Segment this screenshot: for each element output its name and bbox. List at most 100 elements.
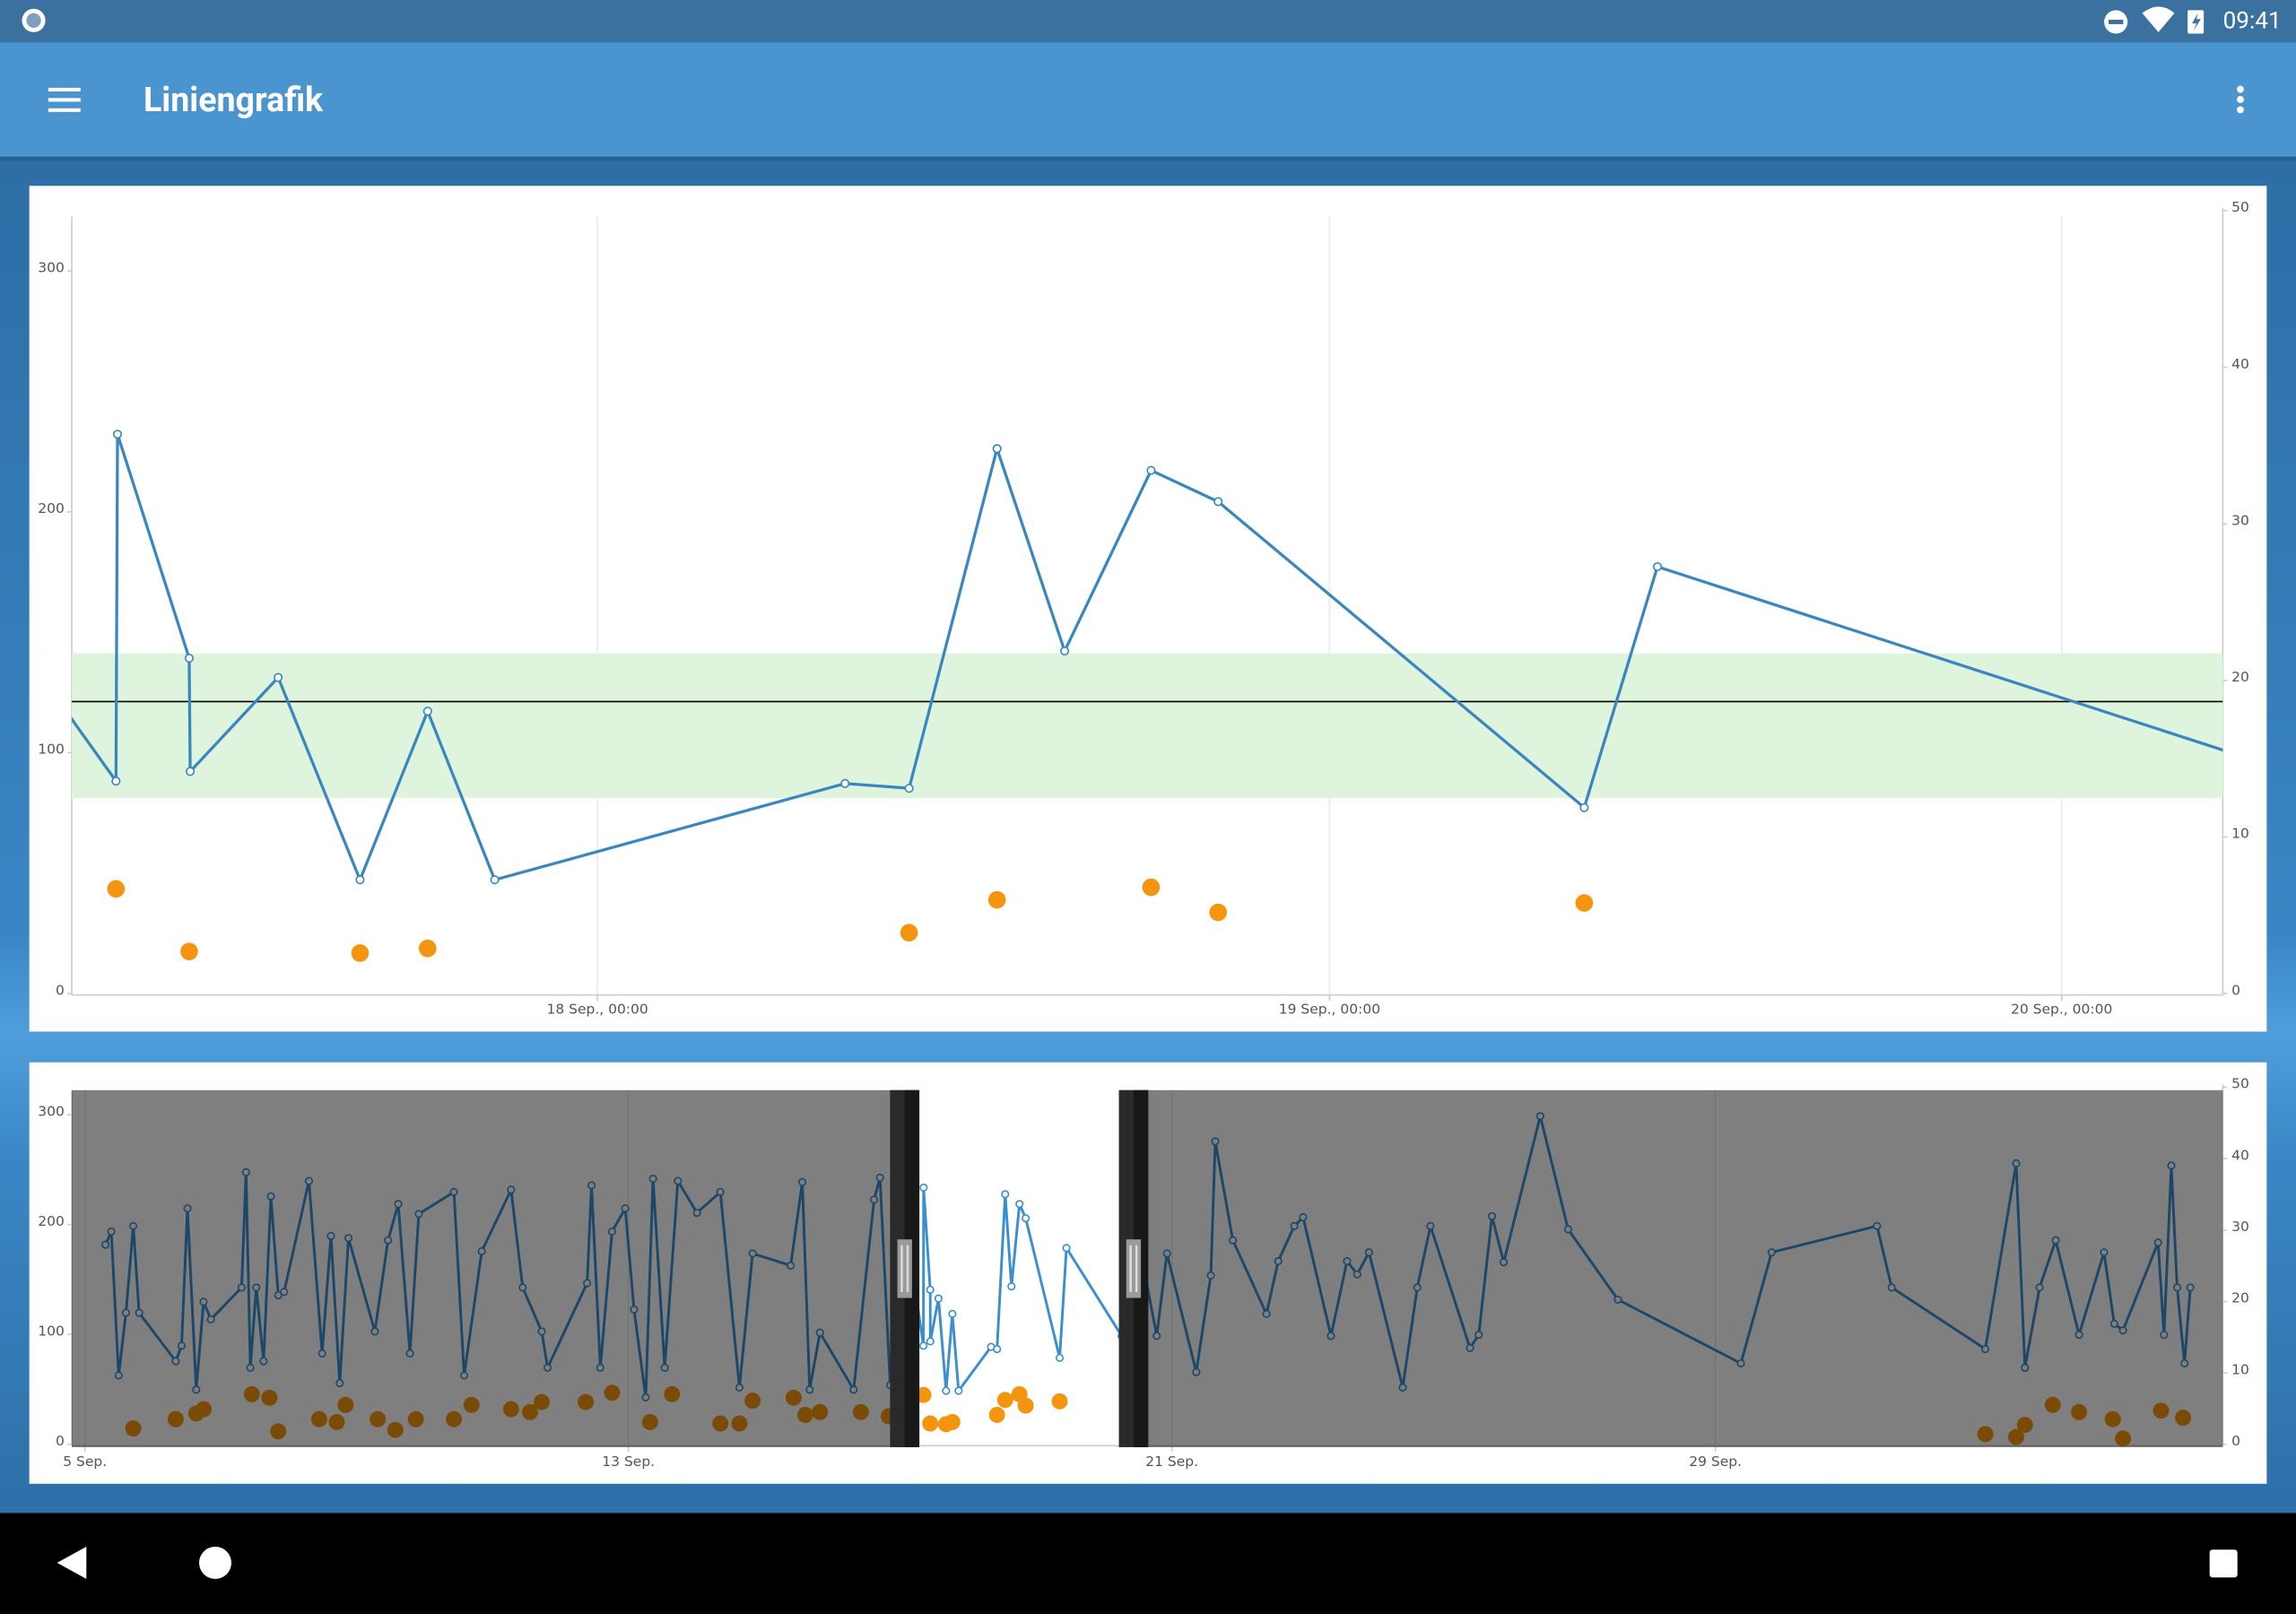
y2-tick-label: 40 [2231, 1147, 2249, 1163]
navigator-mask [1118, 1089, 2223, 1447]
line-marker [1652, 561, 1663, 572]
app-bar [0, 42, 2296, 157]
line-marker [926, 1337, 935, 1346]
scatter-dot [996, 1392, 1013, 1409]
line-marker [919, 1183, 928, 1192]
line-marker [993, 1344, 1002, 1354]
line-marker [992, 444, 1002, 454]
line-marker [112, 430, 123, 439]
scatter-dot [987, 890, 1006, 909]
battery-bolt [2192, 13, 2201, 31]
line-marker [1062, 1244, 1071, 1253]
y-tick-label: 0 [56, 982, 65, 998]
wifi-icon [2142, 6, 2175, 32]
recents-button[interactable] [2209, 1549, 2238, 1578]
chart: 5 Sep. 13 Sep. 21 Sep. 29 Sep. 0 100 200 300 0 10… [38, 1076, 2249, 1470]
menu-line [48, 98, 81, 102]
home-button[interactable] [199, 1546, 231, 1579]
line-marker [1055, 1353, 1065, 1362]
y2-tick-label: 10 [2231, 1361, 2249, 1377]
line-marker [1022, 1214, 1031, 1223]
x-tick-label: 20 Sep., 00:00 [2011, 1002, 2112, 1018]
line-marker [184, 654, 195, 664]
navigator-handle[interactable] [890, 1089, 920, 1447]
navigation-bar [0, 1513, 2296, 1614]
target-band [72, 653, 2223, 798]
series-line [72, 432, 2223, 881]
scatter-dot [107, 880, 126, 898]
line-marker [948, 1309, 957, 1318]
line-marker [186, 767, 196, 777]
x-tick-label: 21 Sep. [1145, 1453, 1198, 1470]
x-tick-label: 29 Sep. [1689, 1453, 1742, 1470]
overflow-menu[interactable] [2237, 85, 2244, 114]
scatter-dot [351, 944, 370, 962]
scatter-dot [1575, 894, 1594, 912]
x-tick-label: 5 Sep. [63, 1453, 107, 1470]
y2-tick-label: 0 [2231, 1433, 2240, 1449]
handle-grip [897, 1239, 912, 1298]
clock: 09:41 [2223, 7, 2282, 34]
scatter-dot [915, 1386, 932, 1403]
scatter-dot [900, 924, 918, 941]
charts: 18 Sep., 00:00 19 Sep., 00:00 20 Sep., 00:… [38, 199, 2249, 1470]
line-marker [274, 672, 283, 682]
y-tick-label: 300 [38, 1103, 65, 1119]
scatter-dot [1142, 878, 1161, 897]
line-marker [954, 1386, 963, 1395]
line-marker [490, 875, 500, 885]
scatter-dot [1209, 903, 1228, 922]
y2-tick-label: 10 [2231, 826, 2249, 842]
line-marker [904, 784, 914, 794]
app-bar-shadow [0, 156, 2296, 161]
y-tick-label: 200 [38, 1213, 65, 1229]
dnd-bar [2109, 20, 2124, 24]
line-marker [1146, 465, 1156, 475]
menu-line [48, 87, 81, 91]
y2-tick-label: 50 [2231, 1076, 2249, 1092]
app-title: Liniengrafik [144, 81, 324, 120]
line-marker [355, 875, 365, 885]
y-tick-label: 0 [56, 1433, 65, 1449]
line-marker [1060, 646, 1070, 656]
y2-tick-label: 50 [2231, 199, 2249, 215]
y2-tick-label: 20 [2231, 1290, 2249, 1306]
menu-button[interactable] [48, 87, 81, 112]
line-marker [840, 778, 850, 788]
x-tick-label: 19 Sep., 00:00 [1279, 1002, 1380, 1018]
y2-tick-label: 20 [2231, 669, 2249, 685]
y-tick-label: 300 [38, 259, 65, 275]
y2-tick-label: 0 [2231, 982, 2240, 998]
line-marker [934, 1294, 943, 1303]
line-marker [111, 777, 121, 786]
scatter-dot [1017, 1397, 1034, 1414]
y-tick-label: 100 [38, 1323, 65, 1339]
line-marker [1015, 1200, 1024, 1209]
line-marker [942, 1386, 951, 1395]
y2-tick-label: 30 [2231, 512, 2249, 528]
chart: 18 Sep., 00:00 19 Sep., 00:00 20 Sep., 00:… [38, 199, 2249, 1018]
navigator-handle[interactable] [1118, 1089, 1149, 1447]
back-button[interactable] [57, 1546, 87, 1579]
y2-tick-label: 40 [2231, 356, 2249, 372]
scatter-dot [1051, 1393, 1068, 1410]
line-marker [422, 707, 432, 716]
menu-dot [2237, 85, 2244, 93]
menu-dot [2237, 106, 2244, 114]
line-marker [1001, 1190, 1010, 1199]
line-marker [926, 1285, 935, 1294]
x-tick-label: 13 Sep. [602, 1453, 655, 1470]
scatter-dot [944, 1413, 961, 1430]
scatter-dot [988, 1406, 1005, 1423]
menu-line [48, 108, 81, 112]
line-marker [1007, 1282, 1016, 1291]
scatter-dot [419, 939, 437, 958]
line-marker [1579, 803, 1589, 812]
navigator-mask [72, 1089, 920, 1447]
x-tick-label: 18 Sep., 00:00 [546, 1002, 648, 1018]
status-icon-inner [26, 13, 41, 29]
scatter-dot [922, 1415, 939, 1432]
